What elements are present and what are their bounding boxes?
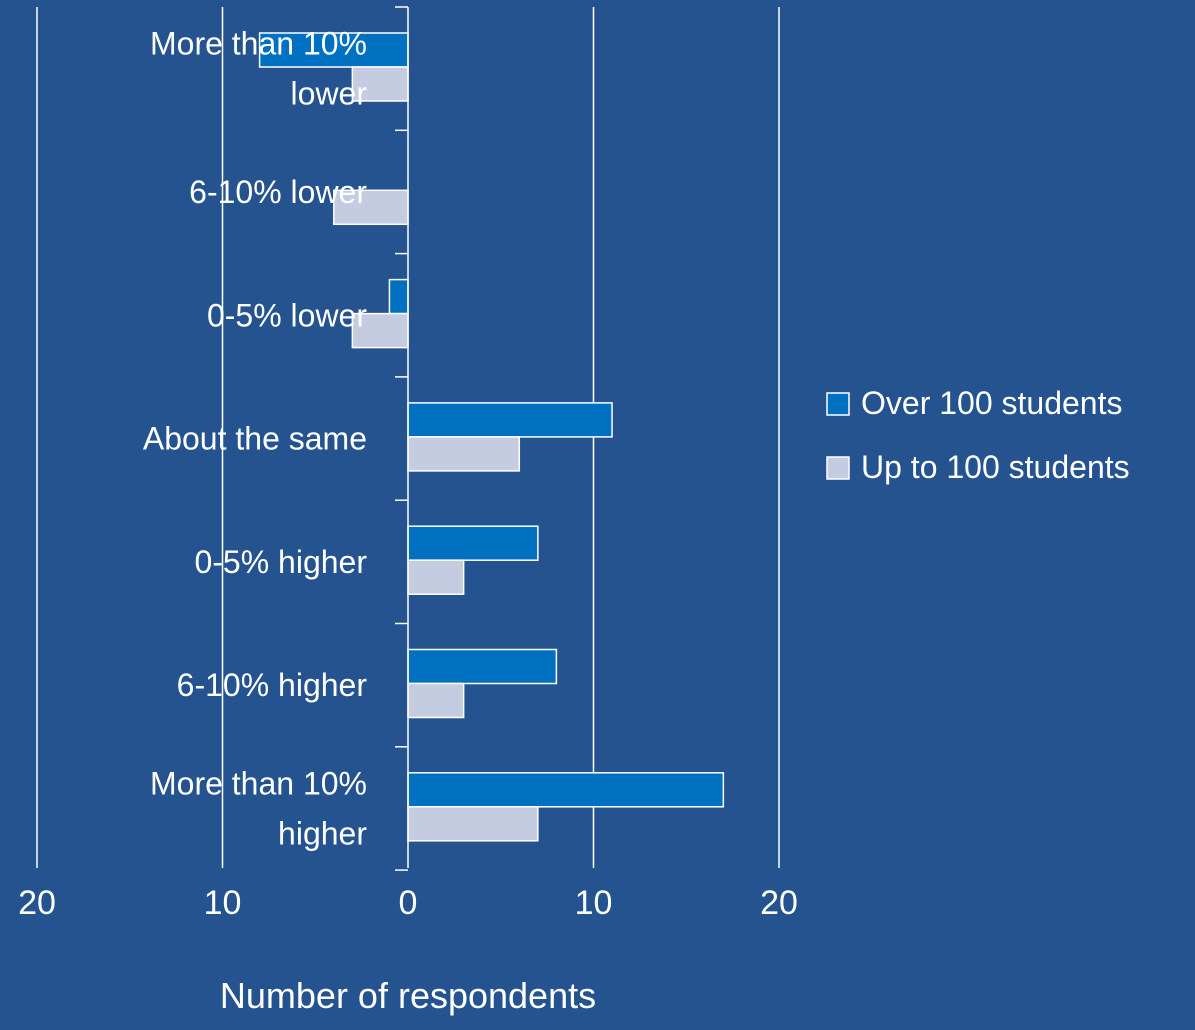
category-label: higher: [278, 815, 367, 851]
category-label: 0-5% higher: [194, 544, 367, 580]
x-axis-title: Number of respondents: [220, 975, 596, 1016]
x-tick-label: 20: [18, 884, 56, 922]
x-tick-label: 10: [575, 884, 613, 922]
category-label: More than 10%: [150, 26, 367, 62]
category-labels: More than 10% lower 6-10% lower 0-5% lower A…: [143, 26, 367, 852]
bars: [258, 32, 725, 842]
bar-up-to-100: [351, 66, 409, 102]
x-tick-label: 0: [399, 884, 418, 922]
bar-over-100: [258, 32, 409, 68]
category-label: More than 10%: [150, 765, 367, 801]
bar-over-100: [388, 278, 409, 315]
bar-up-to-100: [407, 806, 539, 842]
legend-swatch-over-100: [826, 392, 850, 416]
category-label: About the same: [143, 421, 367, 457]
x-tick-labels: 20 10 0 10 20: [18, 884, 798, 922]
legend-swatch-up-to-100: [826, 456, 850, 480]
category-axis: [395, 6, 409, 871]
bar-over-100: [407, 648, 558, 685]
x-tick-label: 10: [204, 884, 242, 922]
bar-up-to-100: [407, 559, 465, 595]
legend-label: Up to 100 students: [861, 449, 1130, 485]
legend-label: Over 100 students: [861, 385, 1122, 421]
legend: Over 100 students Up to 100 students: [826, 385, 1130, 485]
category-label: 0-5% lower: [207, 297, 367, 333]
x-tick-label: 20: [760, 884, 798, 922]
bar-up-to-100: [333, 189, 409, 226]
bar-over-100: [407, 772, 725, 808]
bar-up-to-100: [407, 436, 521, 472]
category-label: 6-10% lower: [189, 174, 367, 210]
bar-up-to-100: [407, 682, 465, 719]
bar-over-100: [407, 402, 613, 438]
category-label: lower: [291, 76, 368, 112]
category-label: 6-10% higher: [177, 667, 368, 703]
bar-over-100: [407, 525, 539, 561]
bar-up-to-100: [351, 312, 409, 349]
